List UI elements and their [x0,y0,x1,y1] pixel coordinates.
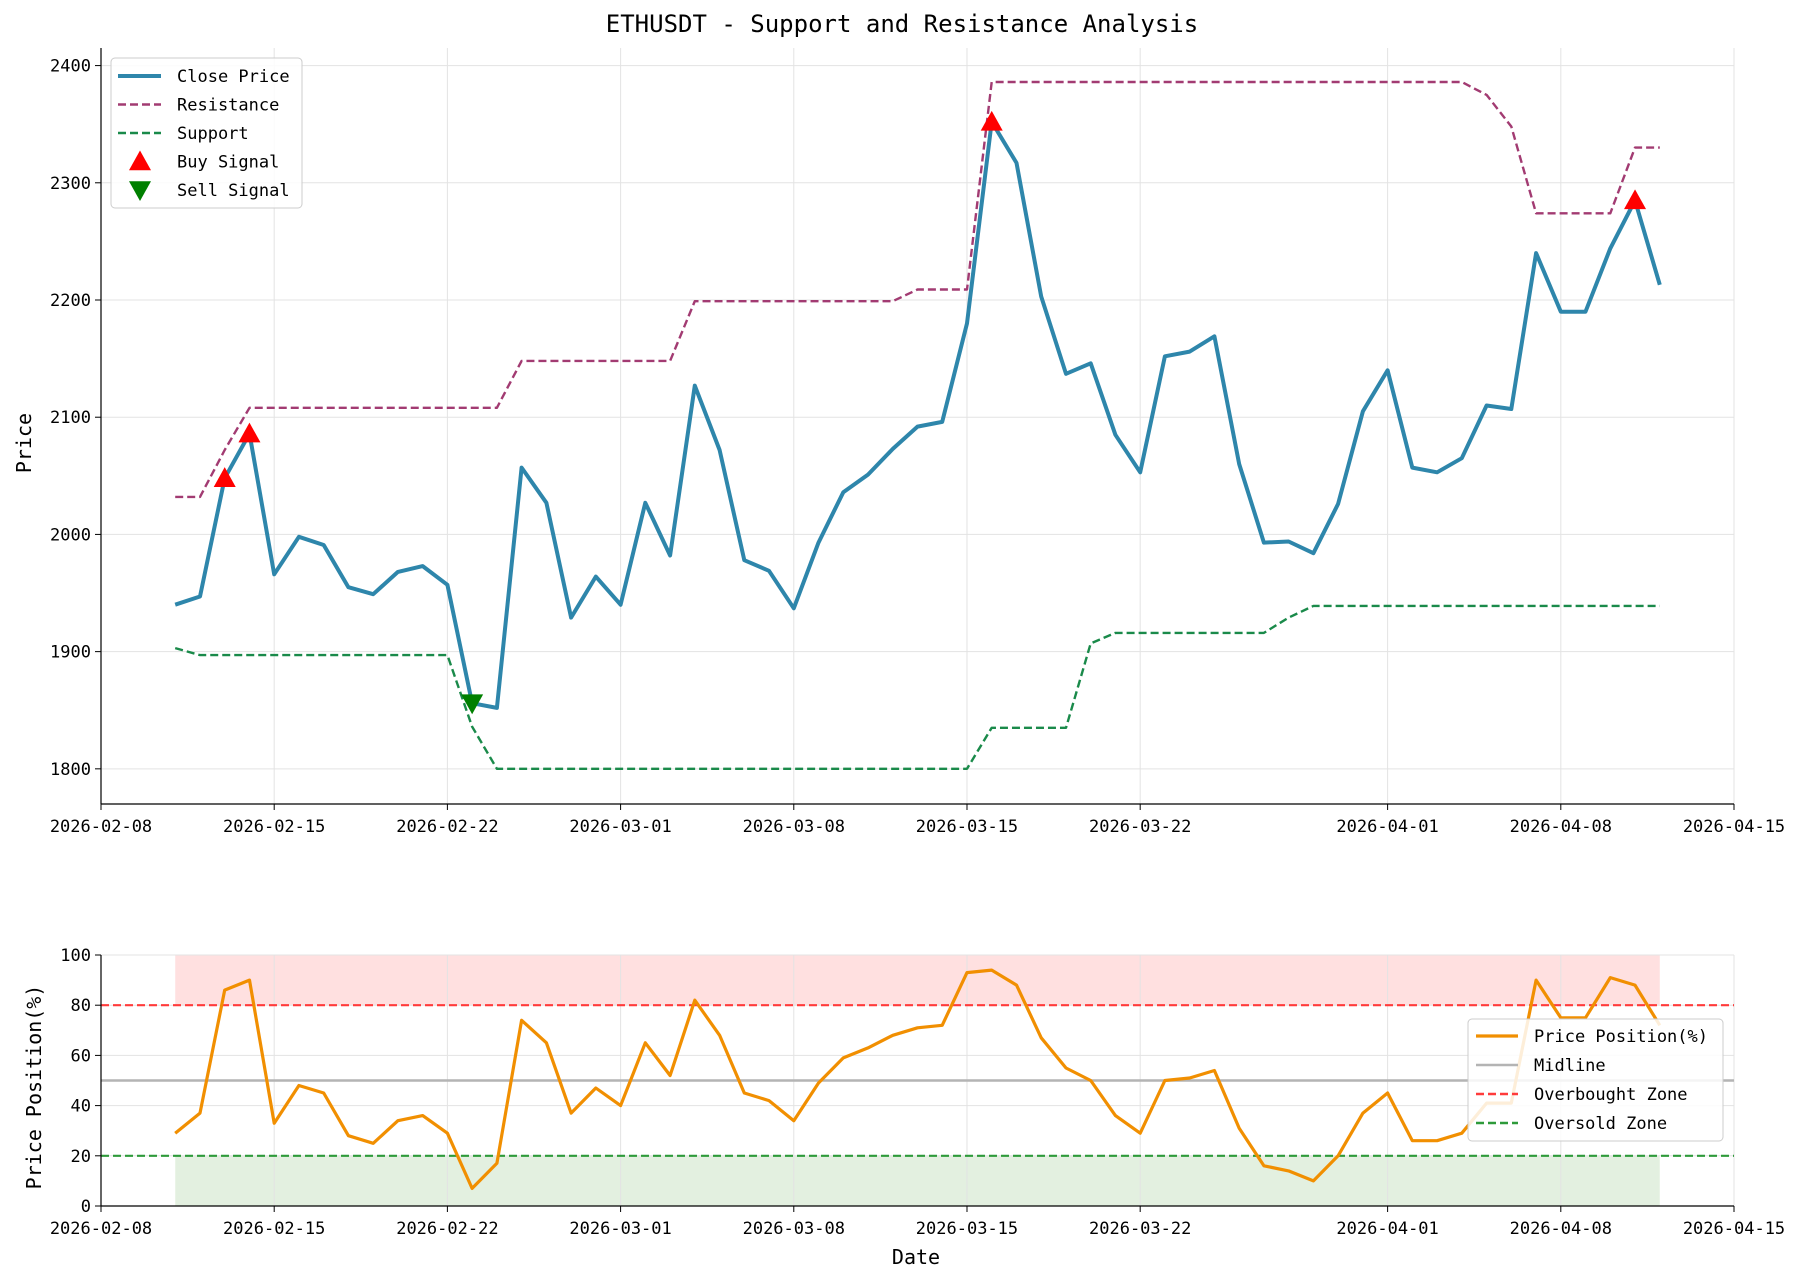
x-tick-label: 2026-04-08 [1510,1219,1612,1239]
zone-bands [175,955,1660,1206]
legend-swatch [129,181,151,201]
price-y-axis-label: Price [12,413,36,473]
y-tick-label: 2000 [50,525,91,545]
price-series [174,80,1662,770]
y-tick-label: 40 [71,1097,91,1117]
y-tick-label: 80 [71,996,91,1016]
position-y-axis-label: Price Position(%) [22,985,46,1190]
legend-label: Close Price [177,67,290,87]
x-tick-label: 2026-03-22 [1089,1219,1191,1239]
position-axes: 0 20 40 60 80 100 2026-02-08 2026-02-15 2026-02-… [50,946,1785,1239]
legend-label: Price Position(%) [1534,1027,1708,1047]
legend-label: Buy Signal [177,153,279,173]
buy-signal-marker [980,110,1003,131]
resistance-line [175,80,1660,499]
y-tick-label: 1900 [50,643,91,663]
position-x-axis-label: Date [892,1245,940,1269]
position-chart: Price Position(%) Date 0 20 40 60 80 100 2026-… [22,946,1785,1269]
position-series [101,968,1734,1191]
x-tick-label: 2026-04-15 [1683,1219,1785,1239]
legend-label: Support [177,124,249,144]
y-tick-label: 60 [71,1046,91,1066]
buy-signal-marker [1624,189,1647,210]
buy-signal-marker [213,467,236,487]
zone-band [175,1155,1660,1206]
legend-label: Sell Signal [177,181,290,201]
position-legend: Price Position(%) Midline Overbought Zone O… [1467,1018,1724,1142]
x-tick-label: 2026-04-08 [1510,817,1612,837]
legend-swatch [129,150,151,171]
sell-signal-marker [461,694,484,715]
buy-signal-marker [238,422,261,443]
legend-label: Overbought Zone [1534,1085,1688,1105]
x-tick-label: 2026-03-15 [916,1219,1018,1239]
y-tick-label: 2400 [50,57,91,77]
price-position-line [174,968,1662,1191]
price-axes: 1800 1900 2000 2100 2200 2300 2400 2026-02-08 20… [50,48,1785,837]
y-tick-label: 2300 [50,174,91,194]
legend-label: Midline [1534,1056,1606,1076]
chart-title: ETHUSDT - Support and Resistance Analysi… [606,10,1198,38]
signal-markers [213,110,1647,715]
legend-label: Resistance [177,96,279,116]
x-tick-label: 2026-03-01 [569,817,671,837]
legend-label: Oversold Zone [1534,1114,1667,1134]
legend-box [1467,1018,1724,1142]
x-tick-label: 2026-02-15 [223,817,325,837]
y-tick-label: 2100 [50,408,91,428]
x-tick-label: 2026-03-01 [569,1219,671,1239]
y-tick-label: 0 [81,1197,91,1217]
price-chart: ETHUSDT - Support and Resistance Analysi… [12,10,1785,837]
x-tick-label: 2026-02-22 [396,1219,498,1239]
y-tick-label: 2200 [50,291,91,311]
x-tick-label: 2026-03-08 [743,1219,845,1239]
support-line [174,604,1660,770]
y-tick-label: 100 [60,946,91,966]
x-tick-label: 2026-04-01 [1336,1219,1438,1239]
zone-band [175,955,1660,1006]
x-tick-label: 2026-02-08 [50,817,152,837]
y-tick-label: 20 [71,1147,91,1167]
legend-box [110,57,303,209]
x-tick-label: 2026-04-15 [1683,817,1785,837]
price-grid [100,48,1735,804]
x-tick-label: 2026-03-08 [743,817,845,837]
x-tick-label: 2026-02-08 [50,1219,152,1239]
x-tick-label: 2026-02-15 [223,1219,325,1239]
x-tick-label: 2026-02-22 [396,817,498,837]
x-tick-label: 2026-03-15 [916,817,1018,837]
x-tick-label: 2026-03-22 [1089,817,1191,837]
y-tick-label: 1800 [50,760,91,780]
x-tick-label: 2026-04-01 [1336,817,1438,837]
price-legend: Close Price Resistance Support Buy Signal Se… [110,57,303,209]
close-price-line [174,119,1662,710]
